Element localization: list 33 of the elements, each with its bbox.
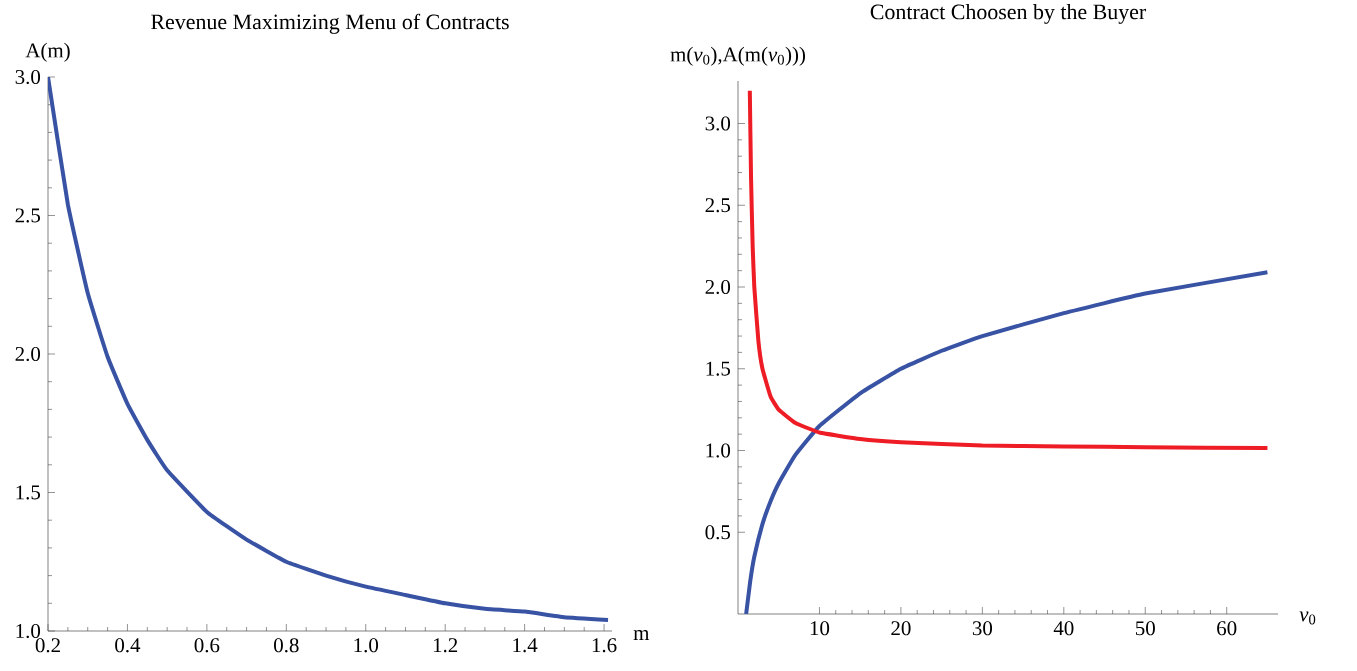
x-tick-label: 0.8 (274, 638, 299, 653)
y-tick-label: 1.0 (706, 443, 731, 458)
line-series (744, 270, 1270, 614)
x-tick-label: 20 (891, 621, 911, 636)
y-tick-label: 3.0 (15, 69, 41, 85)
x-axis-title: v$_{0}$ (1299, 611, 1316, 625)
line-series (747, 88, 1270, 451)
x-tick-label: 30 (972, 621, 993, 636)
line-series (48, 77, 611, 622)
y-tick-label: 0.5 (705, 525, 731, 540)
x-tick-label: 40 (1053, 621, 1074, 636)
x-tick-label: 0.2 (35, 638, 60, 653)
chart-title: Revenue Maximizing Menu of Contracts (151, 13, 509, 34)
y-tick-label: 1.5 (706, 361, 731, 376)
y-tick-label: 3.0 (705, 116, 731, 131)
x-tick-label: 10 (810, 621, 830, 636)
x-tick-label: 60 (1217, 621, 1237, 636)
x-tick-label: 0.6 (194, 638, 220, 653)
y-tick-label: 2.5 (705, 198, 731, 213)
x-tick-label: 1.4 (513, 638, 538, 653)
y-tick-label: 1.5 (16, 485, 41, 500)
chart-title: Contract Choosen by the Buyer (870, 3, 1147, 24)
y-axis-title: m(v$_{0}$),A(m(v$_{0}$))) (670, 46, 806, 66)
y-tick-label: 2.5 (15, 208, 41, 223)
y-axis-title: A(m) (25, 42, 70, 62)
x-tick-label: 50 (1136, 621, 1155, 636)
x-tick-label: 0.4 (115, 638, 141, 653)
x-tick-label: 1.2 (433, 638, 458, 653)
x-axis-title: m (633, 630, 650, 640)
y-tick-label: 2.0 (15, 346, 41, 362)
x-tick-label: 1.0 (354, 638, 379, 653)
x-tick-label: 1.6 (592, 638, 617, 653)
y-tick-label: 2.0 (705, 279, 731, 295)
